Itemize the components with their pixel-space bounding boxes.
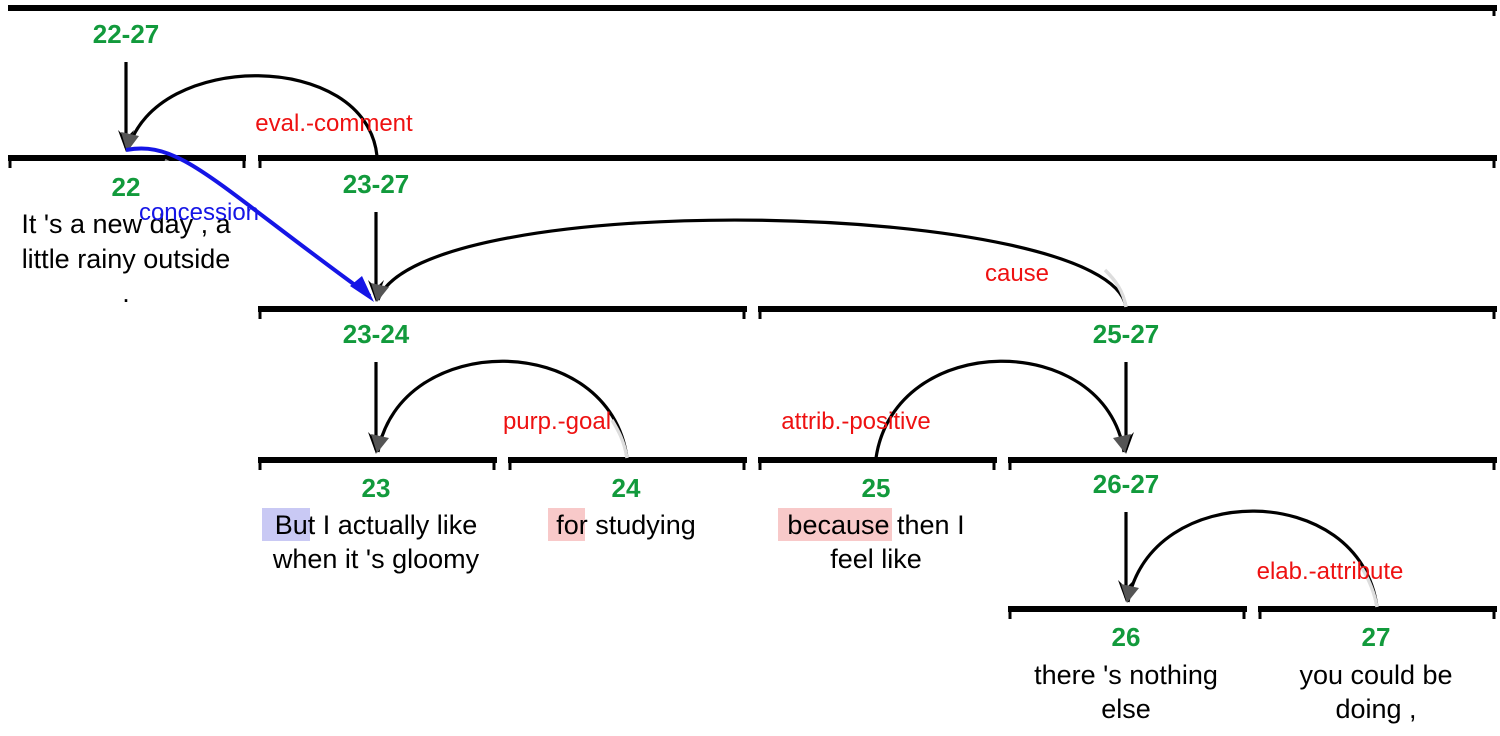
arc-fade xyxy=(164,158,251,216)
span-labels: 22-27 22 23-27 23-24 25-27 23 24 25 26-2… xyxy=(93,19,1391,652)
edu-23-line1: But I actually like xyxy=(275,510,478,540)
edu-27-line2: doing , xyxy=(1335,694,1416,724)
edu-25-line1: because then I xyxy=(787,510,964,540)
arc-arrowhead-icon xyxy=(121,132,139,152)
edu-24-line1: for studying xyxy=(556,510,696,540)
relation-arcs xyxy=(121,74,1379,608)
node-label-25-27: 25-27 xyxy=(1093,319,1160,349)
edu-24-text: studying xyxy=(588,510,696,540)
arc-concession xyxy=(125,146,372,298)
arc-arrowhead-icon xyxy=(371,434,389,453)
span-bars xyxy=(8,5,1497,619)
node-label-22-27: 22-27 xyxy=(93,19,160,49)
edu-22-line2: little rainy outside xyxy=(22,244,231,274)
node-label-22: 22 xyxy=(112,172,141,202)
concession-arrowhead-icon xyxy=(350,276,374,302)
node-label-25: 25 xyxy=(862,473,891,503)
arc-arrowhead-icon xyxy=(1113,434,1131,453)
discourse-marker-highlight xyxy=(778,508,892,541)
node-label-27: 27 xyxy=(1362,622,1391,652)
node-label-23: 23 xyxy=(362,473,391,503)
arc-fade xyxy=(610,419,629,459)
arc-eval-comment xyxy=(126,74,379,157)
edu-26-line2: else xyxy=(1101,694,1151,724)
discourse-marker-highlight xyxy=(548,508,585,541)
edu-25-text: then I xyxy=(890,510,965,540)
discourse-marker: because xyxy=(787,510,889,540)
edu-texts: It 's a new day , a little rainy outside… xyxy=(21,209,1452,724)
edu-26-line1: there 's nothing xyxy=(1034,660,1218,690)
edu-27-line1: you could be xyxy=(1299,660,1452,690)
edu-25-line2: feel like xyxy=(830,544,922,574)
edu-22-line3: . xyxy=(122,278,130,308)
arc-cause xyxy=(376,218,1128,308)
relation-label-eval-comment: eval.-comment xyxy=(255,110,413,137)
relation-label-purp-goal: purp.-goal xyxy=(503,408,611,435)
relation-label-attrib-positive: attrib.-positive xyxy=(781,408,930,435)
relation-labels: eval.-comment concession cause purp.-goa… xyxy=(139,110,1403,585)
arc-arrowhead-icon xyxy=(1121,584,1139,603)
arc-purp-goal xyxy=(376,359,629,459)
relation-label-elab-attribute: elab.-attribute xyxy=(1257,558,1404,585)
node-label-26: 26 xyxy=(1112,622,1141,652)
concession-relation xyxy=(125,146,374,302)
relation-label-cause: cause xyxy=(985,260,1049,287)
node-label-23-24: 23-24 xyxy=(343,319,410,349)
node-label-23-27: 23-27 xyxy=(343,169,410,199)
edu-22-line1: It 's a new day , a xyxy=(21,209,231,239)
arc-elab-attribute xyxy=(1126,509,1379,608)
arc-fade xyxy=(1360,567,1379,608)
edu-23-text: I actually like xyxy=(315,510,477,540)
arc-arrowhead-icon xyxy=(371,283,389,302)
discourse-marker: But xyxy=(275,510,316,540)
node-label-24: 24 xyxy=(612,473,641,503)
arc-attrib-positive xyxy=(874,359,1126,459)
node-label-26-27: 26-27 xyxy=(1093,469,1160,499)
discourse-marker: for xyxy=(556,510,588,540)
discourse-marker-highlight xyxy=(262,508,310,541)
edu-23-line2: when it 's gloomy xyxy=(272,544,480,574)
arc-fade xyxy=(1103,268,1128,308)
relation-label-concession: concession xyxy=(139,199,259,226)
